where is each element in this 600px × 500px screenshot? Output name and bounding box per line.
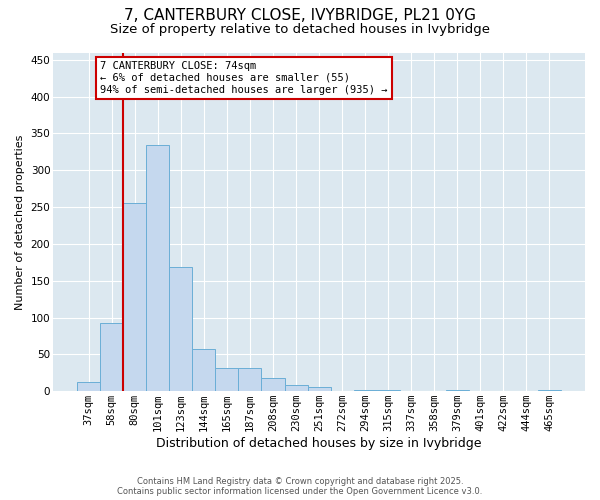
Bar xyxy=(77,382,100,391)
Bar xyxy=(238,368,262,391)
Bar xyxy=(284,384,308,391)
Bar xyxy=(146,144,169,391)
Bar xyxy=(353,390,377,391)
Text: 7, CANTERBURY CLOSE, IVYBRIDGE, PL21 0YG: 7, CANTERBURY CLOSE, IVYBRIDGE, PL21 0YG xyxy=(124,8,476,22)
Bar xyxy=(446,390,469,391)
Bar xyxy=(377,390,400,391)
Bar xyxy=(215,368,238,391)
Text: 7 CANTERBURY CLOSE: 74sqm
← 6% of detached houses are smaller (55)
94% of semi-d: 7 CANTERBURY CLOSE: 74sqm ← 6% of detach… xyxy=(100,62,388,94)
Text: Size of property relative to detached houses in Ivybridge: Size of property relative to detached ho… xyxy=(110,22,490,36)
Bar xyxy=(100,322,124,391)
Bar xyxy=(262,378,284,391)
Text: Contains HM Land Registry data © Crown copyright and database right 2025.
Contai: Contains HM Land Registry data © Crown c… xyxy=(118,476,482,496)
Bar xyxy=(193,349,215,391)
Bar xyxy=(169,268,193,391)
Bar xyxy=(538,390,561,391)
Bar xyxy=(124,204,146,391)
Bar xyxy=(308,386,331,391)
Y-axis label: Number of detached properties: Number of detached properties xyxy=(15,134,25,310)
X-axis label: Distribution of detached houses by size in Ivybridge: Distribution of detached houses by size … xyxy=(156,437,482,450)
